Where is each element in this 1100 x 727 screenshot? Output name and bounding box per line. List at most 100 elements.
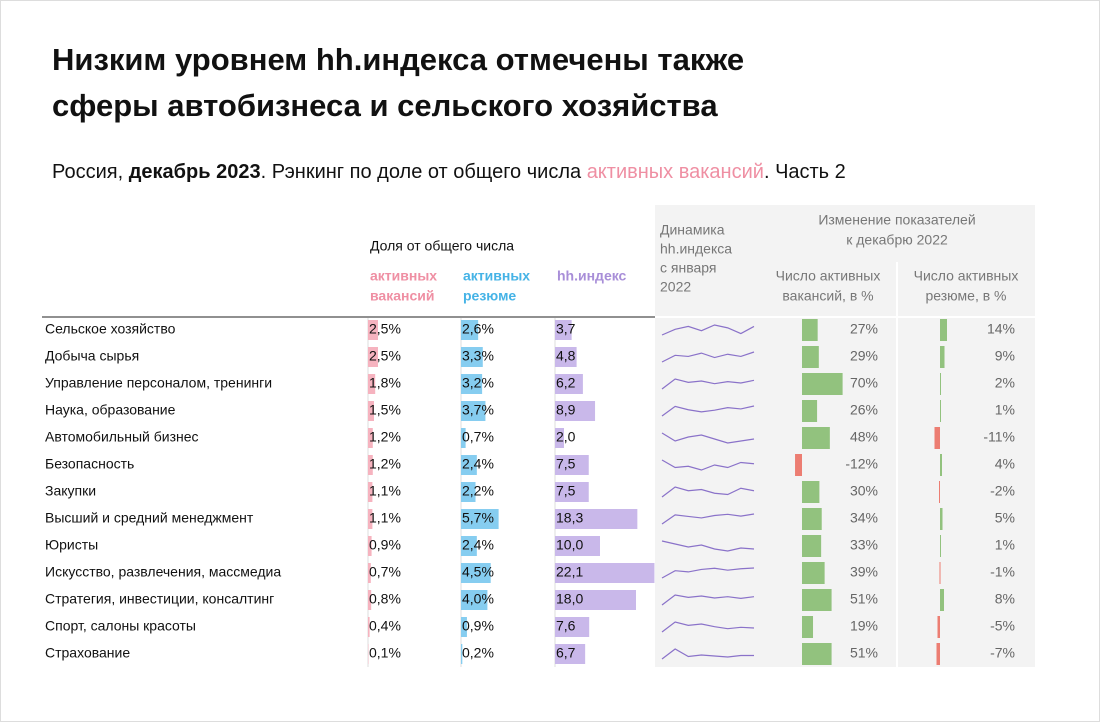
change-bar bbox=[940, 454, 942, 476]
change-bar bbox=[940, 508, 943, 530]
change-bar bbox=[940, 373, 941, 395]
share-label: 1,1% bbox=[369, 483, 401, 499]
share-label: 0,1% bbox=[369, 645, 401, 661]
share-label: 6,7 bbox=[556, 645, 576, 661]
row-label: Юристы bbox=[45, 537, 98, 553]
change-bar bbox=[935, 427, 941, 449]
column-header: активных bbox=[463, 268, 530, 284]
share-label: 4,0% bbox=[462, 591, 494, 607]
row-label: Наука, образование bbox=[45, 402, 176, 418]
subtitle-part: . Рэнкинг по доле от общего числа bbox=[261, 161, 587, 183]
column-header: резюме, в % bbox=[926, 288, 1007, 304]
change-bar bbox=[940, 535, 941, 557]
subtitle-part: декабрь 2023 bbox=[129, 161, 261, 183]
share-label: 3,3% bbox=[462, 348, 494, 364]
change-label: 51% bbox=[850, 645, 878, 661]
subtitle: Россия, декабрь 2023. Рэнкинг по доле от… bbox=[52, 161, 846, 183]
change-label: 27% bbox=[850, 321, 878, 337]
row-label: Страхование bbox=[45, 645, 130, 661]
share-label: 0,2% bbox=[462, 645, 494, 661]
share-label: 2,5% bbox=[369, 321, 401, 337]
change-label: -12% bbox=[845, 456, 878, 472]
share-label: 2,0 bbox=[556, 429, 576, 445]
change-label: 8% bbox=[995, 591, 1015, 607]
subtitle-part: Россия, bbox=[52, 161, 129, 183]
change-bar bbox=[940, 562, 941, 584]
change-label: 1% bbox=[995, 402, 1015, 418]
change-label: 29% bbox=[850, 348, 878, 364]
column-header: Число активных bbox=[776, 268, 881, 284]
title: Низким уровнем hh.индекса отмечены также bbox=[52, 42, 744, 77]
row-label: Сельское хозяйство bbox=[45, 321, 176, 337]
change-bar bbox=[940, 400, 941, 422]
column-header: Число активных bbox=[914, 268, 1019, 284]
change-label: 39% bbox=[850, 564, 878, 580]
change-bar bbox=[795, 454, 802, 476]
change-bar bbox=[802, 373, 843, 395]
share-label: 8,9 bbox=[556, 402, 576, 418]
row-label: Стратегия, инвестиции, консалтинг bbox=[45, 591, 274, 607]
change-bar bbox=[802, 562, 825, 584]
change-bar bbox=[940, 589, 944, 611]
share-label: 3,7 bbox=[556, 321, 576, 337]
change-label: 48% bbox=[850, 429, 878, 445]
change-label: 19% bbox=[850, 618, 878, 634]
change-label: -1% bbox=[990, 564, 1015, 580]
share-label: 1,5% bbox=[369, 402, 401, 418]
column-header: hh.индекс bbox=[557, 268, 627, 284]
share-label: 2,2% bbox=[462, 483, 494, 499]
share-label: 18,0 bbox=[556, 591, 583, 607]
column-header: активных bbox=[370, 268, 437, 284]
share-label: 0,9% bbox=[369, 537, 401, 553]
share-label: 0,4% bbox=[369, 618, 401, 634]
share-label: 3,7% bbox=[462, 402, 494, 418]
share-label: 6,2 bbox=[556, 375, 576, 391]
row-label: Добыча сырья bbox=[45, 348, 139, 364]
change-bar bbox=[940, 346, 945, 368]
column-header: вакансий, в % bbox=[782, 288, 873, 304]
share-label: 18,3 bbox=[556, 510, 583, 526]
subtitle-part: активных вакансий bbox=[587, 161, 764, 183]
column-header: Изменение показателей bbox=[818, 212, 975, 228]
subtitle-part: . Часть 2 bbox=[764, 161, 846, 183]
share-label: 2,4% bbox=[462, 537, 494, 553]
change-bar bbox=[802, 535, 821, 557]
share-label: 5,7% bbox=[462, 510, 494, 526]
share-label: 2,4% bbox=[462, 456, 494, 472]
change-label: 5% bbox=[995, 510, 1015, 526]
change-bar bbox=[802, 589, 832, 611]
change-bar bbox=[802, 481, 819, 503]
share-label: 4,5% bbox=[462, 564, 494, 580]
column-header: hh.индекса bbox=[660, 241, 732, 257]
row-label: Спорт, салоны красоты bbox=[45, 618, 196, 634]
row-label: Закупки bbox=[45, 483, 96, 499]
group-header: Доля от общего числа bbox=[370, 238, 514, 254]
column-header: 2022 bbox=[660, 279, 691, 295]
share-label: 3,2% bbox=[462, 375, 494, 391]
change-bar bbox=[802, 319, 818, 341]
row-label: Управление персоналом, тренинги bbox=[45, 375, 272, 391]
share-label: 4,8 bbox=[556, 348, 576, 364]
column-header: вакансий bbox=[370, 288, 434, 304]
row-label: Автомобильный бизнес bbox=[45, 429, 199, 445]
row-label: Искусство, развлечения, массмедиа bbox=[45, 564, 281, 580]
change-label: 4% bbox=[995, 456, 1015, 472]
share-label: 0,7% bbox=[462, 429, 494, 445]
change-bar bbox=[802, 616, 813, 638]
change-label: -11% bbox=[983, 429, 1015, 445]
column-header: резюме bbox=[463, 288, 516, 304]
change-bar bbox=[940, 319, 947, 341]
change-bar bbox=[938, 616, 941, 638]
change-bar bbox=[802, 643, 832, 665]
share-label: 2,6% bbox=[462, 321, 494, 337]
row-label: Высший и средний менеджмент bbox=[45, 510, 254, 526]
share-label: 22,1 bbox=[556, 564, 583, 580]
change-bar bbox=[802, 400, 817, 422]
share-label: 1,2% bbox=[369, 456, 401, 472]
change-label: -7% bbox=[990, 645, 1015, 661]
change-label: 51% bbox=[850, 591, 878, 607]
column-header: с января bbox=[660, 260, 716, 276]
share-label: 2,5% bbox=[369, 348, 401, 364]
change-bar bbox=[939, 481, 940, 503]
